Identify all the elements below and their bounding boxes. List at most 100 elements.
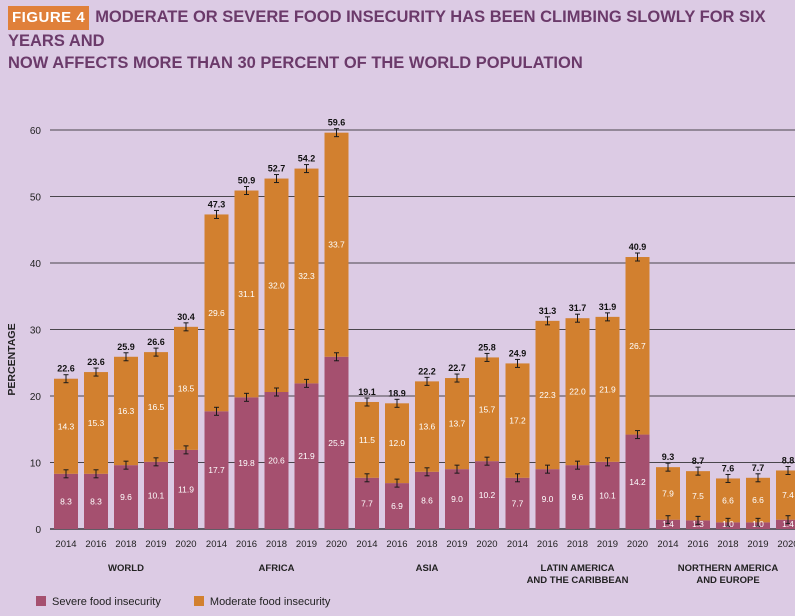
data-label-moderate-g3-b2: 22.0 [569, 387, 586, 397]
x-tick-label-g4-b2: 2018 [717, 539, 738, 550]
data-label-total-g3-b3: 31.9 [599, 302, 617, 312]
data-label-total-g4-b2: 7.6 [722, 463, 735, 473]
x-tick-label-g2-b1: 2016 [386, 539, 407, 550]
bar-severe-g4-b4 [776, 519, 795, 529]
data-label-severe-g3-b2: 9.6 [572, 492, 584, 502]
data-label-total-g0-b4: 30.4 [177, 312, 195, 322]
bar-moderate-g2-b0 [355, 401, 379, 478]
x-tick-label-g0-b3: 2019 [145, 539, 166, 550]
data-label-severe-g2-b2: 8.6 [421, 495, 433, 505]
bar-severe-g2-b3 [445, 469, 469, 529]
data-label-moderate-g3-b1: 22.3 [539, 390, 556, 400]
bar-moderate-g1-b0 [204, 214, 229, 412]
group-label-3-line-1: AND THE CARIBBEAN [527, 575, 629, 586]
data-label-moderate-g3-b3: 21.9 [599, 384, 616, 394]
data-label-total-g4-b3: 7.7 [752, 463, 765, 473]
data-label-total-g0-b1: 23.6 [87, 357, 105, 367]
data-label-total-g3-b0: 24.9 [509, 348, 527, 358]
bar-moderate-g3-b1 [535, 320, 560, 470]
legend-swatch-severe [36, 596, 46, 606]
x-tick-label-g0-b2: 2018 [115, 539, 136, 550]
legend-item-severe: Severe food insecurity [36, 596, 161, 608]
bar-severe-g0-b2 [114, 465, 138, 529]
data-label-total-g4-b1: 8.7 [692, 456, 705, 466]
data-label-severe-g0-b4: 11.9 [178, 484, 194, 494]
data-label-moderate-g1-b1: 31.1 [238, 289, 255, 299]
x-tick-label-g4-b3: 2019 [747, 539, 768, 550]
bar-severe-g3-b3 [595, 461, 620, 529]
data-label-moderate-g1-b2: 32.0 [268, 280, 285, 290]
data-label-moderate-g4-b1: 7.5 [692, 491, 704, 501]
bar-severe-g3-b2 [565, 465, 590, 529]
data-label-moderate-g0-b0: 14.3 [58, 421, 75, 431]
data-label-total-g0-b2: 25.9 [117, 342, 135, 352]
data-label-moderate-g0-b4: 18.5 [178, 383, 195, 393]
data-label-severe-g2-b3: 9.0 [451, 494, 463, 504]
bar-moderate-g0-b4 [174, 326, 198, 450]
bar-severe-g0-b4 [174, 449, 198, 529]
bar-severe-g0-b0 [54, 473, 78, 529]
bar-moderate-g4-b3 [746, 477, 770, 523]
data-label-moderate-g0-b2: 16.3 [118, 406, 135, 416]
x-tick-label-g1-b2: 2018 [266, 539, 287, 550]
data-label-total-g1-b0: 47.3 [208, 199, 226, 209]
data-label-total-g2-b1: 18.9 [388, 388, 406, 398]
data-label-severe-g4-b1: 1.3 [692, 519, 704, 529]
data-label-severe-g4-b4: 1.4 [782, 519, 794, 529]
y-tick-label-10: 10 [30, 459, 42, 470]
data-label-total-g1-b2: 52.7 [268, 164, 286, 174]
data-label-severe-g0-b2: 9.6 [120, 492, 132, 502]
data-label-severe-g3-b0: 7.7 [512, 498, 524, 508]
bar-moderate-g1-b4 [324, 132, 349, 357]
data-label-severe-g1-b2: 20.6 [268, 456, 285, 466]
data-label-moderate-g1-b4: 33.7 [328, 240, 345, 250]
group-label-4-line-0: NORTHERN AMERICA [678, 563, 779, 574]
legend-swatch-moderate [193, 596, 204, 606]
bar-severe-g3-b1 [535, 469, 560, 529]
bar-moderate-g4-b2 [716, 478, 740, 523]
x-tick-label-g0-b1: 2016 [85, 539, 106, 550]
data-label-severe-g0-b0: 8.3 [60, 496, 72, 506]
x-tick-label-g2-b0: 2014 [356, 539, 377, 550]
bar-severe-g0-b1 [84, 473, 108, 529]
title-line-1: FIGURE 4 MODERATE OR SEVERE FOOD INSECURI… [8, 6, 788, 52]
data-label-moderate-g2-b2: 13.6 [419, 422, 436, 432]
x-tick-label-g1-b4: 2020 [326, 539, 347, 550]
data-label-severe-g2-b1: 6.9 [391, 501, 403, 511]
data-label-severe-g3-b4: 14.2 [629, 477, 646, 487]
bar-severe-g1-b0 [204, 411, 229, 529]
data-label-moderate-g2-b3: 13.7 [449, 419, 466, 429]
data-label-moderate-g4-b2: 6.6 [722, 495, 734, 505]
bar-moderate-g1-b2 [264, 178, 289, 393]
y-tick-label-0: 0 [35, 525, 41, 536]
chart-header: FIGURE 4 MODERATE OR SEVERE FOOD INSECURI… [8, 6, 788, 74]
data-label-moderate-g3-b4: 26.7 [629, 341, 646, 351]
data-label-severe-g3-b3: 10.1 [599, 490, 616, 500]
data-label-total-g3-b4: 40.9 [629, 242, 647, 252]
data-label-moderate-g4-b3: 6.6 [752, 495, 764, 505]
x-tick-label-g0-b4: 2020 [175, 539, 196, 550]
bar-moderate-g4-b0 [656, 467, 680, 520]
bar-severe-g1-b2 [264, 392, 289, 529]
bar-severe-g2-b2 [415, 471, 439, 529]
bar-severe-g2-b4 [475, 461, 499, 529]
data-label-total-g4-b4: 8.8 [782, 455, 795, 465]
y-tick-label-50: 50 [30, 193, 42, 204]
x-tick-label-g1-b3: 2019 [296, 539, 317, 550]
data-label-moderate-g2-b1: 12.0 [389, 438, 406, 448]
data-label-total-g0-b0: 22.6 [57, 364, 75, 374]
chart-legend: Severe food insecurity Moderate food ins… [36, 596, 360, 608]
data-label-severe-g2-b4: 10.2 [479, 490, 496, 500]
bar-moderate-g3-b0 [505, 363, 530, 478]
bar-moderate-g4-b1 [686, 471, 710, 521]
bar-moderate-g0-b2 [114, 356, 138, 466]
x-tick-label-g2-b3: 2019 [446, 539, 467, 550]
data-label-severe-g1-b3: 21.9 [298, 451, 315, 461]
data-label-total-g2-b4: 25.8 [478, 342, 496, 352]
title-line-2: NOW AFFECTS MORE THAN 30 PERCENT OF THE … [8, 54, 583, 72]
group-label-1-line-0: AFRICA [259, 563, 295, 574]
bar-severe-g1-b3 [294, 383, 319, 529]
data-label-moderate-g4-b4: 7.4 [782, 490, 794, 500]
bar-moderate-g2-b4 [475, 357, 499, 462]
